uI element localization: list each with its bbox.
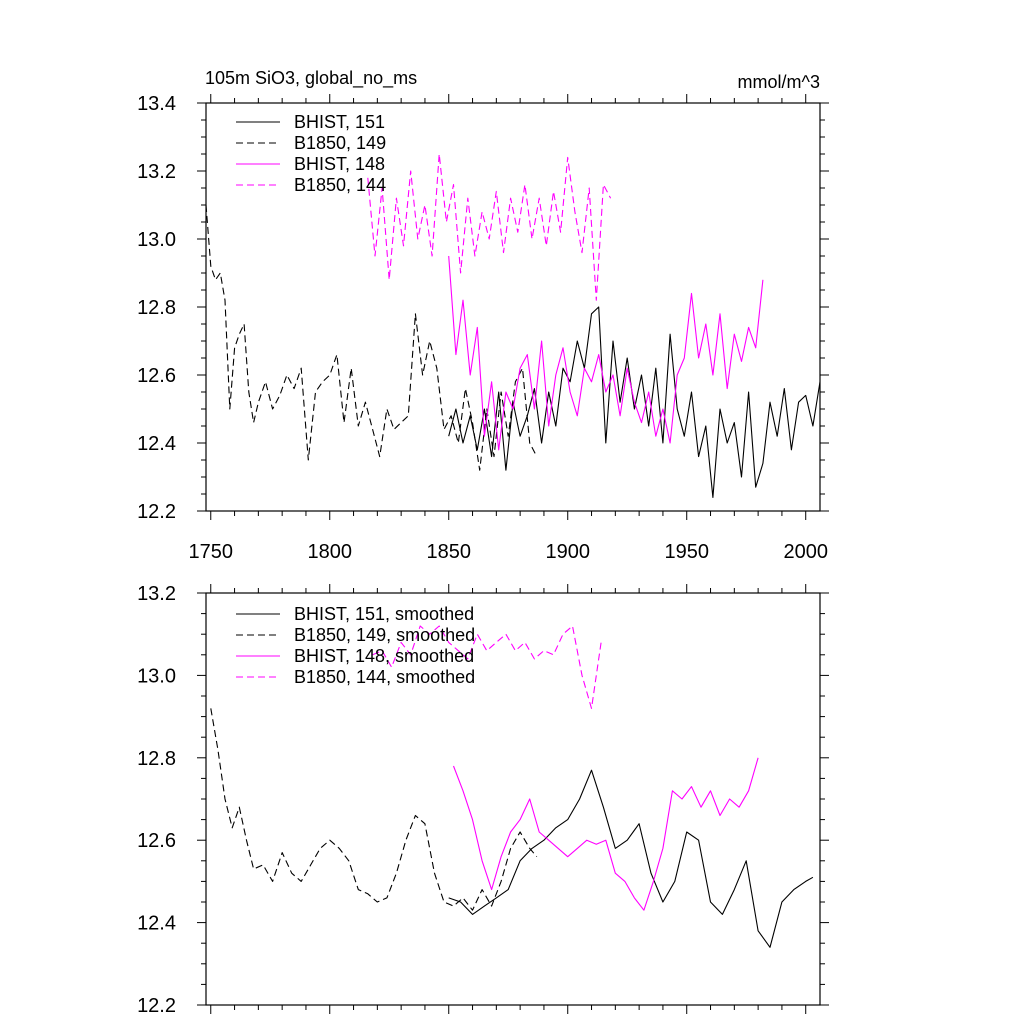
- series-line: [448, 255, 764, 451]
- y-tick-label: 12.8: [137, 748, 176, 770]
- series-line: [452, 757, 759, 911]
- y-tick-label: 13.0: [137, 229, 176, 251]
- series-line: [448, 306, 821, 498]
- tick-marks: [197, 94, 829, 520]
- units-label: mmol/m^3: [738, 72, 820, 92]
- legend-label: BHIST, 151, smoothed: [294, 604, 474, 624]
- chart-title: 105m SiO3, global_no_ms: [205, 68, 417, 89]
- tick-marks: [197, 584, 829, 1014]
- legend-label: BHIST, 148: [294, 154, 385, 174]
- y-tick-label: 12.6: [137, 365, 176, 387]
- y-tick-label: 12.6: [137, 830, 176, 852]
- x-tick-label: 1950: [664, 541, 709, 563]
- legend-label: BHIST, 148, smoothed: [294, 646, 474, 666]
- x-tick-label: 1750: [189, 541, 234, 563]
- y-tick-label: 12.4: [137, 913, 176, 935]
- legend-label: B1850, 144: [294, 175, 386, 195]
- series-line: [372, 625, 602, 709]
- panel-top: 105m SiO3, global_no_ms mmol/m^3 12.212.…: [137, 68, 829, 563]
- series-line: [210, 708, 538, 911]
- x-tick-label: 1900: [545, 541, 590, 563]
- y-tick-label: 13.0: [137, 665, 176, 687]
- y-tick-labels: 12.2 12.4 12.6 12.8 13.0 13.2 13.4: [137, 93, 176, 523]
- series-lines: [205, 153, 821, 498]
- y-tick-label: 12.4: [137, 433, 176, 455]
- y-tick-label: 12.8: [137, 297, 176, 319]
- x-tick-label: 1850: [426, 541, 471, 563]
- series-line: [205, 204, 538, 471]
- legend-label: B1850, 149: [294, 133, 386, 153]
- series-lines: [210, 625, 814, 948]
- series-line: [367, 153, 612, 301]
- series-line: [448, 769, 814, 948]
- legend-label: B1850, 144, smoothed: [294, 667, 475, 687]
- y-tick-label: 12.2: [137, 501, 176, 523]
- x-tick-label: 1800: [308, 541, 353, 563]
- legend-label: B1850, 149, smoothed: [294, 625, 475, 645]
- y-tick-label: 13.4: [137, 93, 176, 115]
- x-tick-label: 2000: [783, 541, 828, 563]
- x-tick-labels: 1750 1800 1850 1900 1950 2000: [189, 541, 828, 563]
- legend-label: BHIST, 151: [294, 112, 385, 132]
- y-tick-label: 13.2: [137, 583, 176, 605]
- panel-bottom: 12.2 12.4 12.6 12.8 13.0 13.2 BHIST, 151, smo…: [137, 583, 829, 1017]
- y-tick-label: 13.2: [137, 161, 176, 183]
- y-tick-labels: 12.2 12.4 12.6 12.8 13.0 13.2: [137, 583, 176, 1017]
- y-tick-label: 12.2: [137, 995, 176, 1017]
